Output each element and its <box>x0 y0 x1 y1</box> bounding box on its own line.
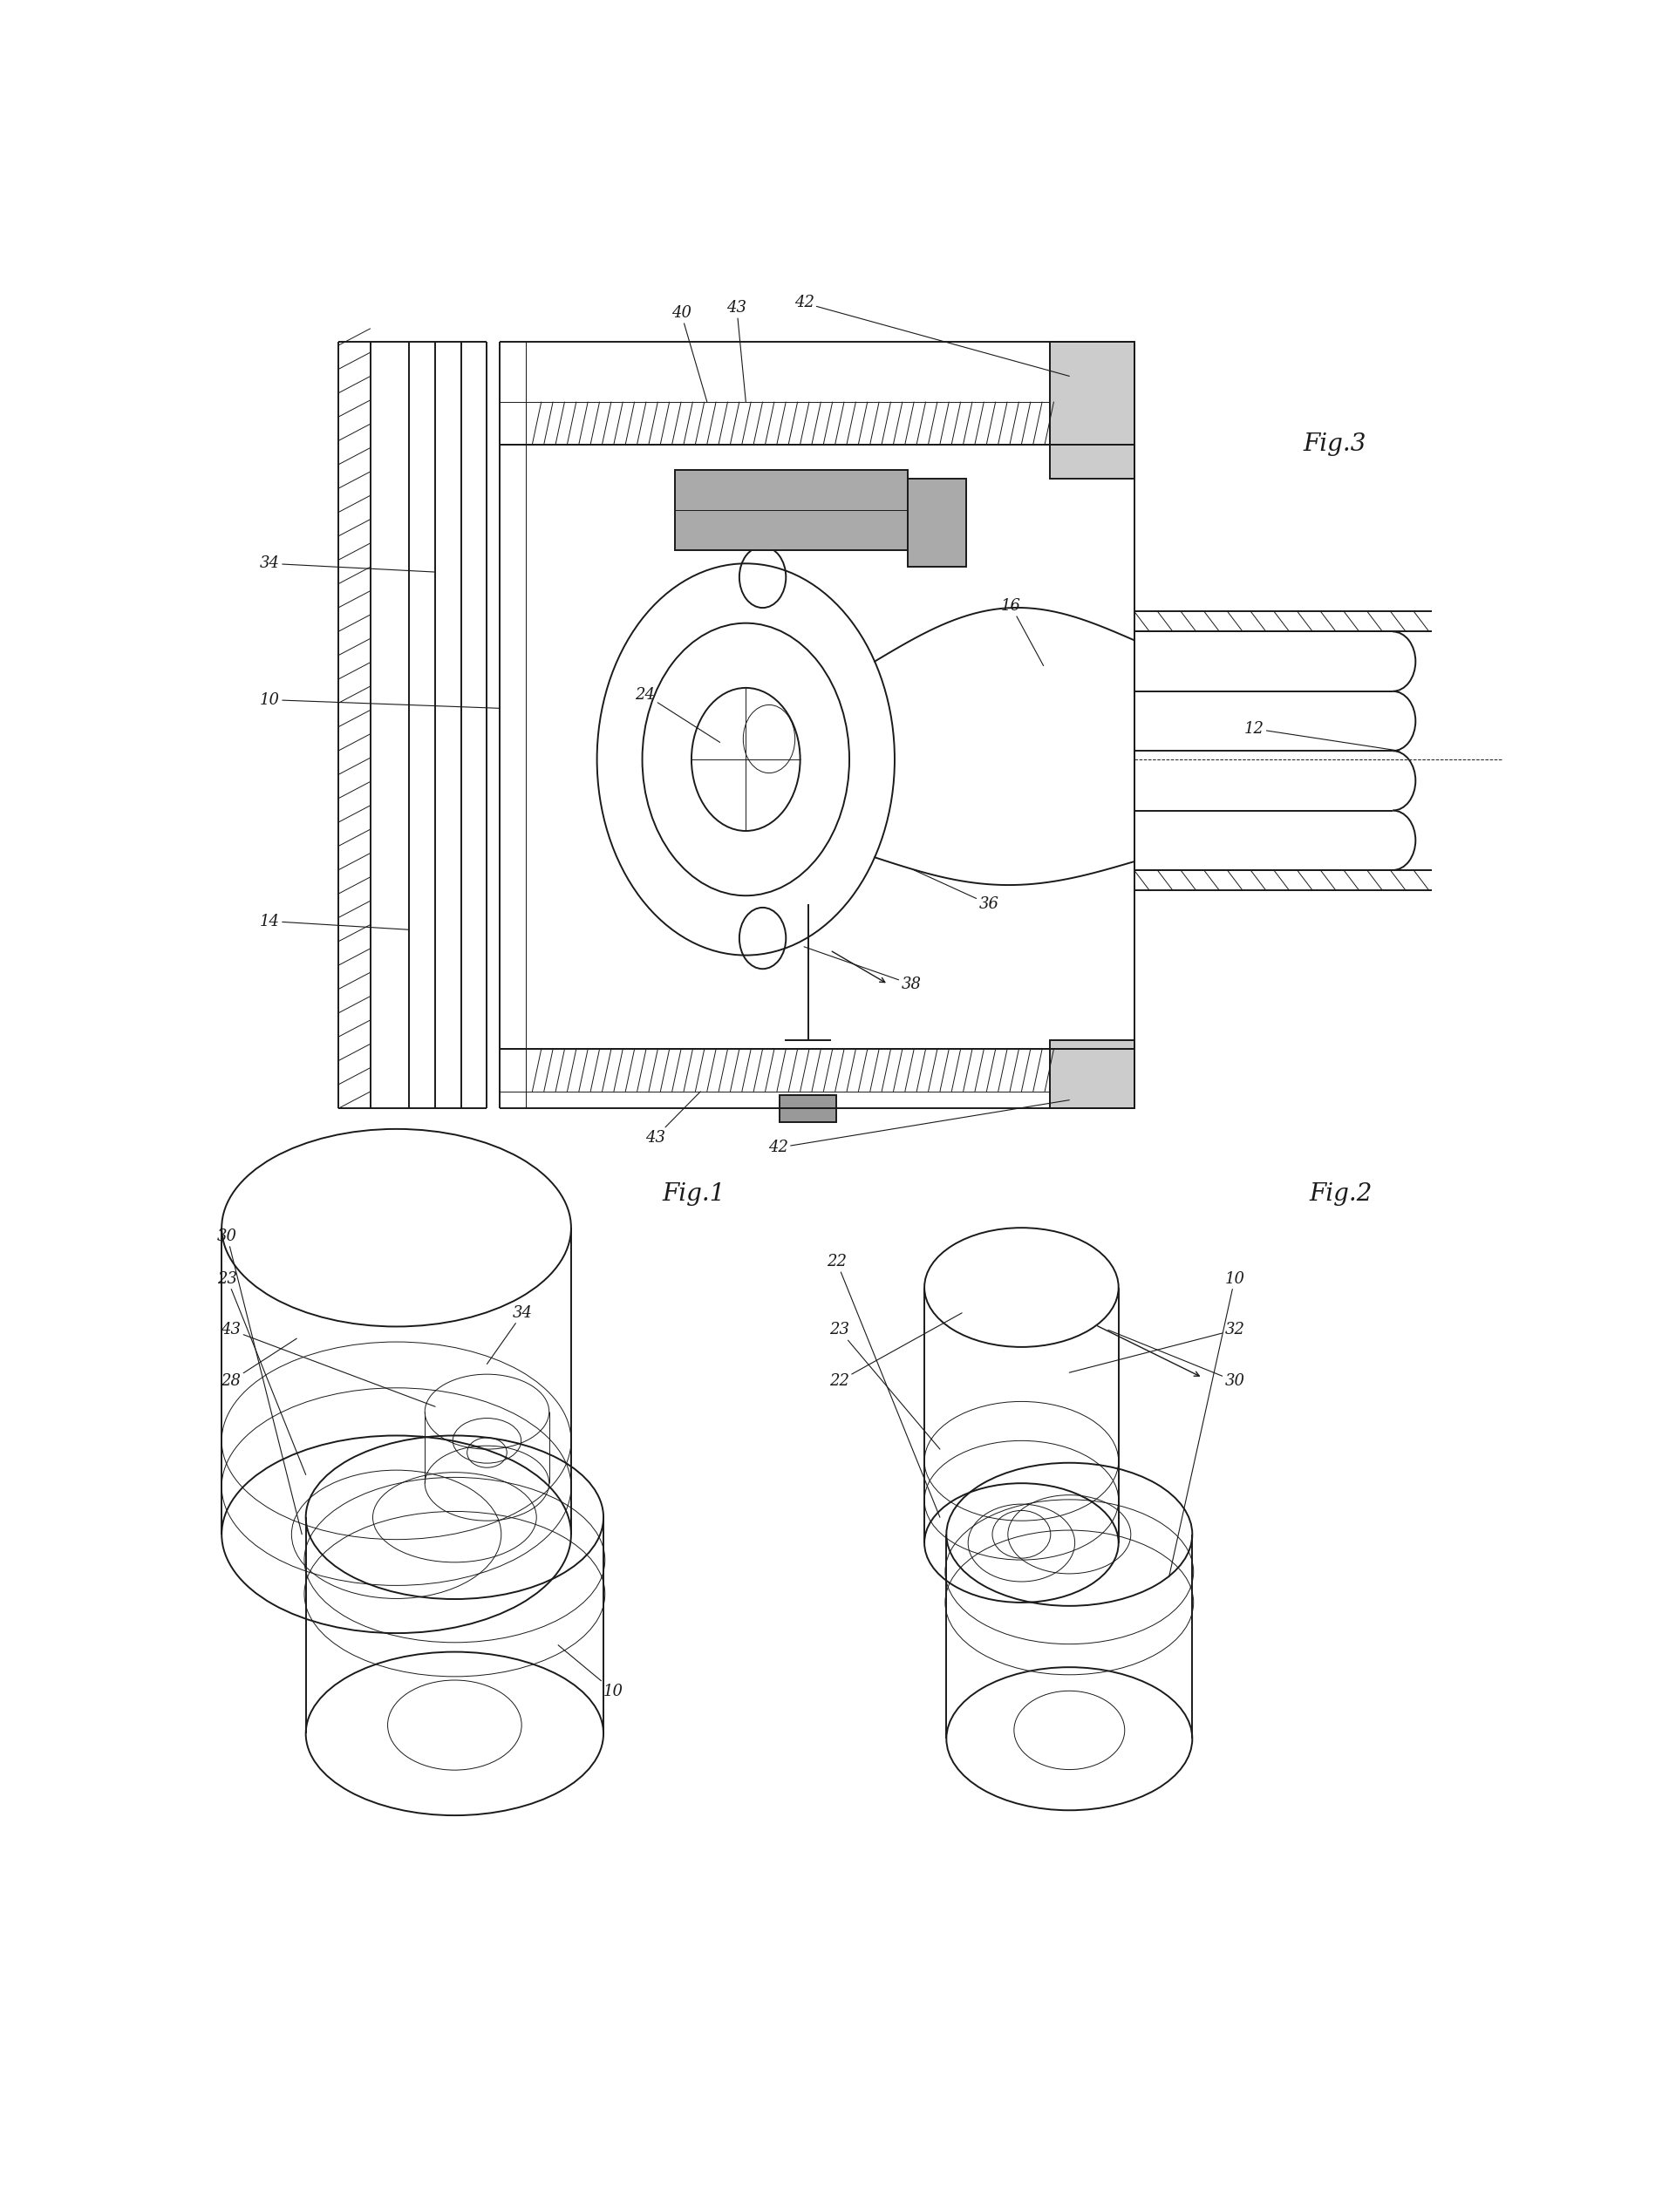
Text: 34: 34 <box>260 555 436 573</box>
Polygon shape <box>1050 343 1133 478</box>
Text: 23: 23 <box>217 1272 305 1475</box>
Text: 16: 16 <box>1000 597 1043 666</box>
Text: 43: 43 <box>644 1091 701 1146</box>
Polygon shape <box>1050 1040 1133 1108</box>
Text: Fig.2: Fig.2 <box>1308 1181 1372 1206</box>
Text: 43: 43 <box>220 1323 436 1407</box>
Text: 14: 14 <box>260 914 409 929</box>
Text: 28: 28 <box>220 1338 297 1389</box>
Text: 42: 42 <box>768 1099 1068 1155</box>
Text: 24: 24 <box>634 686 719 743</box>
Text: 34: 34 <box>487 1305 532 1365</box>
Text: 30: 30 <box>1108 1329 1243 1389</box>
Text: 23: 23 <box>829 1323 940 1449</box>
Text: 10: 10 <box>557 1646 623 1699</box>
Text: 36: 36 <box>913 869 998 911</box>
Text: 40: 40 <box>671 305 706 403</box>
Polygon shape <box>908 478 965 566</box>
Text: 38: 38 <box>804 947 921 991</box>
Polygon shape <box>674 469 908 551</box>
Text: 22: 22 <box>829 1314 961 1389</box>
Text: 12: 12 <box>1243 721 1399 750</box>
Polygon shape <box>779 1095 836 1121</box>
Text: 22: 22 <box>826 1254 940 1517</box>
Text: Fig.3: Fig.3 <box>1302 434 1365 456</box>
Text: 43: 43 <box>726 301 746 403</box>
Text: Fig.1: Fig.1 <box>663 1181 726 1206</box>
Text: 42: 42 <box>793 294 1068 376</box>
Text: 32: 32 <box>1068 1323 1243 1371</box>
Text: 10: 10 <box>260 692 499 708</box>
Text: 30: 30 <box>217 1228 302 1535</box>
Text: 10: 10 <box>1168 1272 1243 1577</box>
